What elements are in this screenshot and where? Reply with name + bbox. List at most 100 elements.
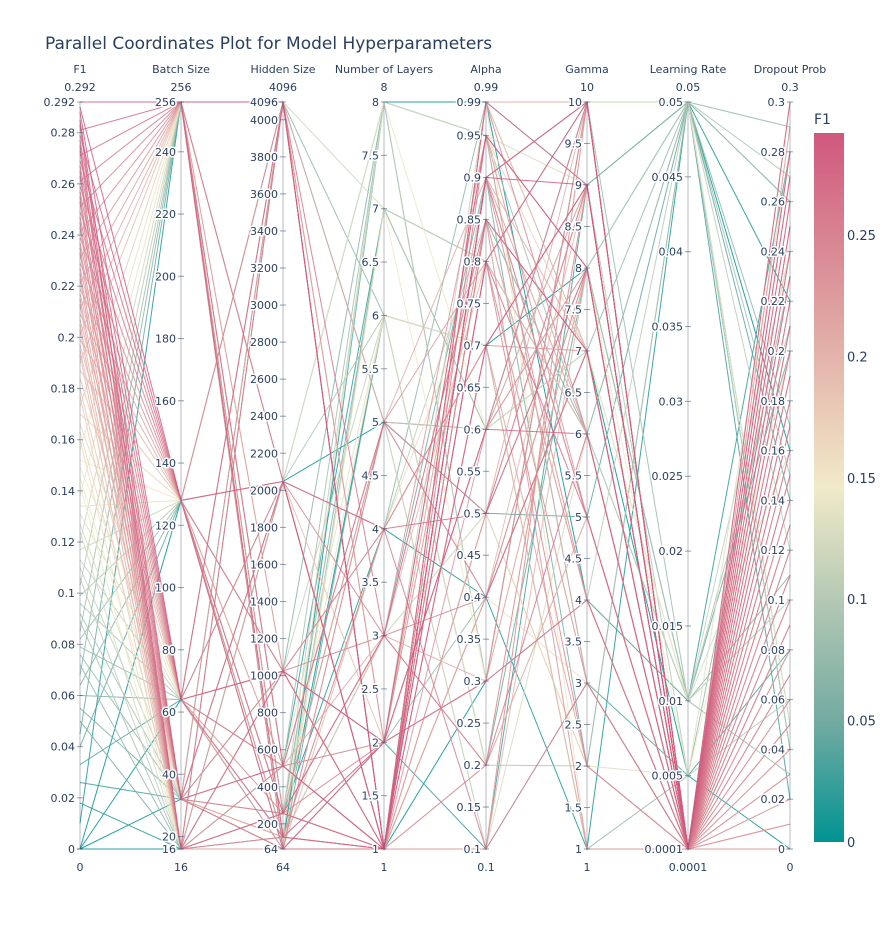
- tick-label: 0.28: [761, 146, 786, 159]
- tick-label: 240: [155, 146, 176, 159]
- axis-min-label: 1: [584, 861, 591, 874]
- colorbar-tick-label: 0.15: [847, 472, 876, 487]
- tick-label: 0.22: [51, 280, 76, 293]
- tick-label: 0.2: [58, 331, 76, 344]
- tick-label: 600: [257, 744, 278, 757]
- colorbar-tick-label: 0.1: [847, 593, 868, 608]
- tick-label: 4: [372, 523, 379, 536]
- axis-gamma[interactable]: Gamma 10 11 10 1.5 2 2.5 3 3.5 4 4.5 5 5.5 6 6.5 7 7.5 8 8…: [563, 63, 609, 874]
- tick-label: 0.24: [51, 229, 76, 242]
- tick-label: 0.8: [464, 255, 482, 268]
- axis-max-label: 0.99: [474, 81, 499, 94]
- axis-min-label: 64: [276, 861, 290, 874]
- tick-label: 9.5: [565, 138, 583, 151]
- colorbar-gradient: [814, 133, 844, 842]
- tick-label: 0: [778, 843, 785, 856]
- axis-title: Batch Size: [152, 63, 210, 76]
- tick-label: 7.5: [565, 304, 583, 317]
- axes-layer: F10.292000.29200.020.040.060.080.10.120.…: [42, 63, 826, 874]
- tick-label: 1000: [250, 670, 278, 683]
- axis-min-label: 16: [174, 861, 188, 874]
- tick-label: 0.1: [58, 587, 76, 600]
- tick-label: 8.5: [565, 221, 583, 234]
- tick-label: 0.06: [761, 694, 786, 707]
- tick-label: 0.08: [761, 644, 786, 657]
- tick-label: 40: [162, 768, 176, 781]
- tick-label: 0.14: [761, 494, 786, 507]
- tick-label: 0.0001: [645, 843, 684, 856]
- tick-label: 5.5: [565, 470, 583, 483]
- axis-title: Number of Layers: [335, 63, 433, 76]
- tick-label: 0.025: [652, 470, 684, 483]
- tick-label: 180: [155, 333, 176, 346]
- colorbar: F1 0 0.05 0.1 0.15 0.2 0.25: [814, 112, 876, 851]
- tick-label: 0.06: [51, 690, 76, 703]
- record-line: [79, 100, 791, 800]
- tick-label: 0.24: [761, 245, 786, 258]
- axis-dropout-prob[interactable]: Dropout Prob 0.3 00 0.3 0.02 0.04 0.06 0.08 0.1 0…: [754, 63, 826, 874]
- axis-max-label: 10: [580, 81, 594, 94]
- record-line: [79, 101, 791, 801]
- tick-label: 0.15: [457, 801, 482, 814]
- tick-label: 0.45: [457, 549, 482, 562]
- axis-max-label: 0.05: [676, 81, 701, 94]
- tick-label: 0.1: [768, 594, 786, 607]
- axis-title: Hidden Size: [250, 63, 315, 76]
- tick-label: 0.045: [652, 171, 684, 184]
- tick-label: 1: [575, 843, 582, 856]
- tick-label: 0.02: [761, 793, 786, 806]
- tick-label: 0.28: [51, 127, 76, 140]
- tick-label: 0: [68, 843, 75, 856]
- tick-label: 5: [372, 416, 379, 429]
- axis-alpha[interactable]: Alpha 0.99 0.1 0.1 0.99 0.15 0.2 0.25 0.3 0.35 0.4…: [455, 63, 502, 874]
- axis-title: Dropout Prob: [754, 63, 826, 76]
- tick-label: 4: [575, 594, 582, 607]
- axis-title: F1: [73, 63, 86, 76]
- tick-label: 0.015: [652, 620, 684, 633]
- tick-label: 2: [372, 736, 379, 749]
- tick-label: 7: [575, 345, 582, 358]
- axis-hidden-size[interactable]: Hidden Size 4096 64 64 4096 200 400 600 800 1000 1…: [249, 63, 316, 874]
- axis-number-of-layers[interactable]: Number of Layers 8 11 8 1.5 2 2.5 3 3.5 4 4.5 5 5.5 6…: [335, 63, 433, 874]
- tick-label: 0.3: [768, 96, 786, 109]
- axis-learning-rate[interactable]: Learning Rate 0.05 0.0001 0.0001 0.05 0.005 0.…: [643, 63, 727, 874]
- colorbar-tick-label: 0.05: [847, 715, 876, 730]
- tick-label: 7.5: [362, 149, 380, 162]
- tick-label: 0.7: [464, 339, 482, 352]
- tick-label: 16: [162, 843, 176, 856]
- record-line: [79, 100, 791, 839]
- tick-label: 0.22: [761, 295, 786, 308]
- tick-label: 4000: [250, 114, 278, 127]
- tick-label: 3000: [250, 299, 278, 312]
- tick-label: 0.18: [51, 383, 76, 396]
- axis-min-label: 0: [77, 861, 84, 874]
- record-line: [79, 165, 791, 851]
- axis-min-label: 0.1: [477, 861, 495, 874]
- axis-max-label: 256: [171, 81, 192, 94]
- tick-label: 4.5: [362, 470, 380, 483]
- tick-label: 3.5: [565, 636, 583, 649]
- axis-min-label: 0.0001: [669, 861, 708, 874]
- tick-label: 0.04: [761, 743, 786, 756]
- tick-label: 120: [155, 519, 176, 532]
- tick-label: 4.5: [565, 553, 583, 566]
- tick-label: 0.005: [652, 770, 684, 783]
- record-line: [79, 421, 791, 850]
- tick-label: 3200: [250, 262, 278, 275]
- tick-label: 0.02: [51, 792, 76, 805]
- tick-label: 1.5: [565, 802, 583, 815]
- tick-label: 0.035: [652, 321, 684, 334]
- tick-label: 400: [257, 781, 278, 794]
- tick-label: 2400: [250, 410, 278, 423]
- polyline-layer: [79, 100, 791, 851]
- tick-label: 5.5: [362, 363, 380, 376]
- axis-batch-size[interactable]: Batch Size 256 16 16 256 20 40 60 80 100 120 140 160…: [152, 63, 210, 874]
- tick-label: 6.5: [362, 256, 380, 269]
- axis-f1[interactable]: F10.292000.29200.020.040.060.080.10.120.…: [42, 63, 96, 874]
- chart-title: Parallel Coordinates Plot for Model Hype…: [45, 34, 493, 54]
- record-line: [79, 101, 791, 838]
- record-line: [79, 101, 791, 850]
- record-line: [79, 208, 791, 851]
- tick-label: 9: [575, 179, 582, 192]
